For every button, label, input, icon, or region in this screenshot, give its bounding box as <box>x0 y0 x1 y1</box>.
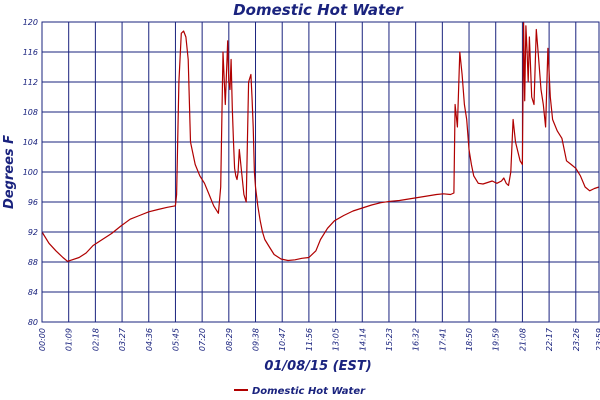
plot-frame <box>41 21 600 323</box>
y-tick-label: 112 <box>23 78 38 87</box>
x-tick-label: 13:05 <box>332 328 341 351</box>
y-tick-label: 116 <box>23 48 38 57</box>
x-tick-label: 23:26 <box>572 328 581 351</box>
x-axis-label: 01/08/15 (EST) <box>264 359 371 374</box>
x-tick-label: 11:56 <box>305 328 314 351</box>
x-tick-label: 01:09 <box>65 328 74 351</box>
y-tick-label: 92 <box>28 228 38 237</box>
x-tick-label: 09:38 <box>252 328 261 351</box>
legend: Domestic Hot Water <box>234 386 366 397</box>
y-tick-label: 80 <box>28 318 38 327</box>
y-tick-label: 100 <box>23 168 38 177</box>
y-tick-label: 120 <box>23 18 38 27</box>
legend-label: Domestic Hot Water <box>252 386 366 397</box>
x-tick-label: 07:20 <box>198 328 207 351</box>
chart-title: Domestic Hot Water <box>233 1 404 19</box>
x-axis-ticks: 00:00 01:09 02:18 03:27 04:36 05:45 07:20 08:29… <box>38 327 600 351</box>
y-tick-label: 108 <box>23 108 38 117</box>
x-tick-label: 05:45 <box>171 328 180 351</box>
x-tick-label: 14:14 <box>358 328 367 351</box>
x-tick-label: 04:36 <box>145 328 154 351</box>
y-tick-label: 84 <box>28 288 38 297</box>
grid-lines <box>41 21 600 323</box>
y-tick-label: 104 <box>23 138 38 147</box>
y-tick-label: 88 <box>28 258 38 267</box>
x-tick-label: 15:23 <box>385 328 394 351</box>
y-axis-ticks: 80 84 88 92 96 100 104 108 112 116 120 <box>23 18 38 327</box>
x-tick-label: 23:59 <box>595 328 600 351</box>
x-tick-label: 16:32 <box>412 328 421 351</box>
x-tick-label: 18:50 <box>465 328 474 351</box>
x-tick-label: 03:27 <box>118 327 127 351</box>
x-tick-label: 02:18 <box>91 328 100 351</box>
x-tick-label: 19:59 <box>492 328 501 351</box>
x-tick-label: 10:47 <box>278 327 287 351</box>
y-axis-label: Degrees F <box>2 135 17 209</box>
x-tick-label: 21:08 <box>518 328 527 351</box>
x-tick-label: 22:17 <box>545 327 554 351</box>
series-line-domestic-hot-water <box>41 21 600 262</box>
x-tick-label: 00:00 <box>38 328 47 351</box>
y-tick-label: 96 <box>28 198 38 207</box>
series-group <box>41 21 600 262</box>
x-tick-label: 17:41 <box>438 328 447 351</box>
x-tick-label: 08:29 <box>225 328 234 351</box>
